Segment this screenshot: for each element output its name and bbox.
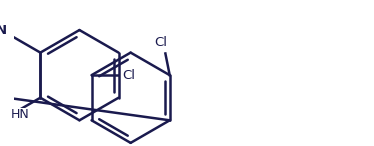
Text: Cl: Cl — [154, 36, 168, 49]
Text: HN: HN — [11, 108, 30, 121]
Text: N: N — [0, 24, 7, 36]
Text: Cl: Cl — [122, 69, 135, 82]
